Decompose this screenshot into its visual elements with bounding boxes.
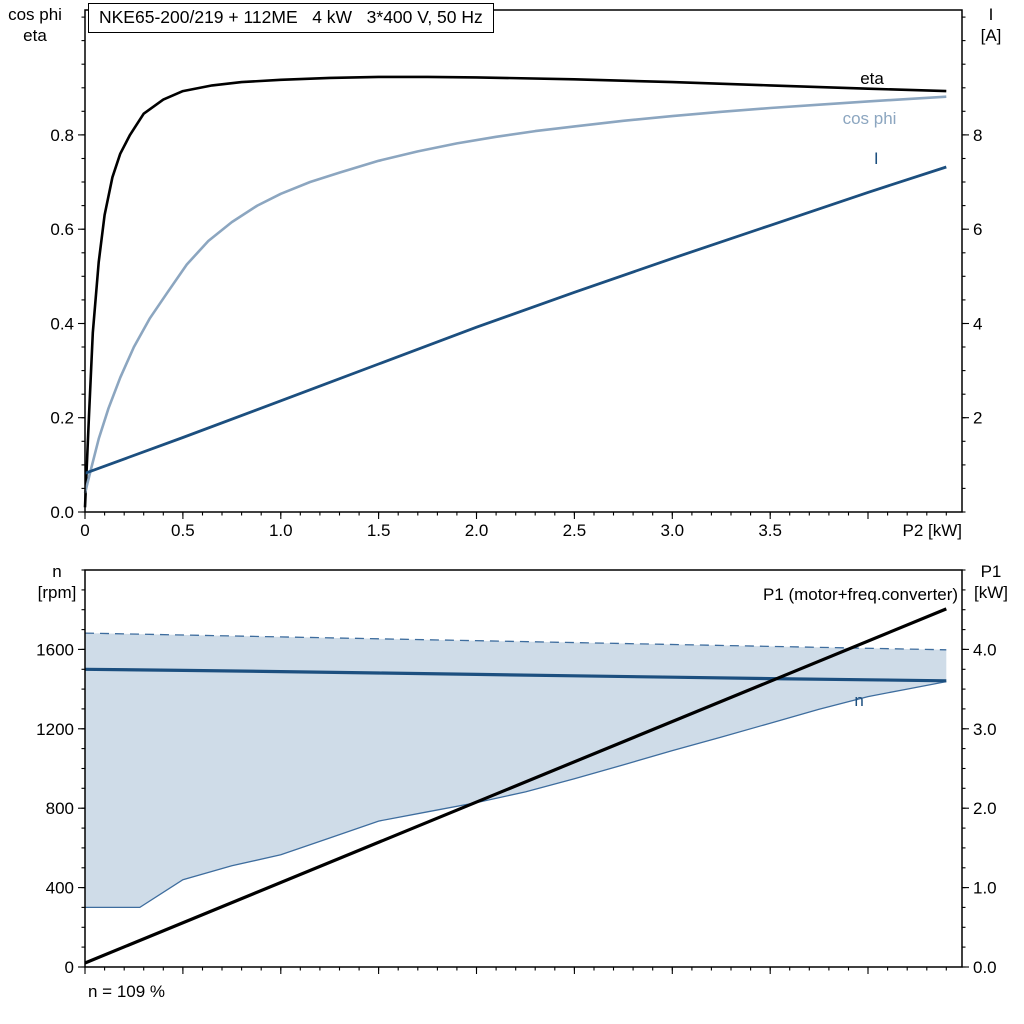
band-upper-boundary bbox=[84, 632, 947, 651]
x-axis-title: P2 [kW] bbox=[902, 521, 962, 540]
x-tick-label: 1.5 bbox=[367, 521, 391, 540]
series bbox=[83, 75, 947, 508]
x-axis: 0 0.5 1.0 1.5 2.0 2.5 3.0 3.5 P2 [kW] bbox=[80, 512, 962, 540]
y-right-tick-label: 4 bbox=[973, 314, 982, 333]
series bbox=[84, 607, 947, 965]
y-right-tick-label: 0.0 bbox=[973, 958, 997, 977]
curve-cos-phi bbox=[83, 95, 947, 494]
y-axis-left: 0.0 0.2 0.4 0.6 0.8 bbox=[50, 16, 85, 522]
frame bbox=[84, 9, 963, 513]
y-right-tick-label: 6 bbox=[973, 220, 982, 239]
left-axis-title-cos-phi: cos phi bbox=[8, 5, 62, 24]
plot-frame bbox=[84, 9, 963, 513]
label-p1: P1 (motor+freq.converter) bbox=[763, 585, 958, 604]
y-right-tick-label: 3.0 bbox=[973, 720, 997, 739]
label-cos-phi: cos phi bbox=[843, 109, 897, 128]
x-axis bbox=[84, 967, 947, 974]
y-left-tick-label: 1200 bbox=[36, 720, 74, 739]
series-labels: n P1 (motor+freq.converter) bbox=[763, 585, 958, 710]
series-labels: eta cos phi I bbox=[843, 69, 897, 168]
lower-chart-canvas: 0 400 800 1200 1600 0.0 1.0 2.0 3.0 4.0 n P1 (motor… bbox=[36, 569, 997, 977]
y-right-tick-label: 1.0 bbox=[973, 879, 997, 898]
y-left-tick-label: 1600 bbox=[36, 640, 74, 659]
y-right-tick-label: 4.0 bbox=[973, 640, 997, 659]
x-tick-label: 3.0 bbox=[660, 521, 684, 540]
right-axis-title-current: I bbox=[988, 5, 994, 24]
y-right-tick-label: 2 bbox=[973, 409, 982, 428]
left-axis-title-rpm-unit: [rpm] bbox=[37, 583, 77, 602]
y-left-tick-label: 0.6 bbox=[50, 220, 74, 239]
curve-eta bbox=[83, 75, 947, 508]
left-axis-title-speed: n bbox=[52, 562, 62, 581]
band-lower-boundary bbox=[85, 680, 947, 909]
right-axis-title-kw-unit: [kW] bbox=[974, 583, 1008, 602]
speed-setting-annotation: n = 109 % bbox=[88, 982, 166, 1001]
right-axis-title-ampere-unit: [A] bbox=[980, 26, 1002, 45]
right-axis-title-p1: P1 bbox=[980, 562, 1002, 581]
y-left-tick-label: 0.8 bbox=[50, 126, 74, 145]
y-left-tick-label: 800 bbox=[46, 799, 74, 818]
x-tick-label: 2.5 bbox=[563, 521, 587, 540]
operating-band bbox=[84, 632, 947, 909]
band-fill bbox=[85, 633, 947, 908]
y-axis-right: 0.0 1.0 2.0 3.0 4.0 bbox=[962, 569, 997, 977]
lower-chart-right-axis-title: P1 [kW] bbox=[960, 561, 1022, 603]
upper-chart-right-axis-title: I [A] bbox=[962, 4, 1020, 46]
y-left-tick-label: 0 bbox=[65, 958, 74, 977]
upper-chart-left-axis-title: cos phi eta bbox=[2, 4, 68, 46]
label-current: I bbox=[874, 149, 879, 168]
label-speed: n bbox=[854, 691, 863, 710]
x-tick-label: 0 bbox=[80, 521, 89, 540]
y-axis-right: 2 4 6 8 bbox=[962, 16, 982, 513]
y-right-tick-label: 2.0 bbox=[973, 799, 997, 818]
chart-title: NKE65-200/219 + 112ME 4 kW 3*400 V, 50 H… bbox=[88, 3, 494, 33]
curve-speed bbox=[84, 667, 947, 683]
upper-chart-canvas: 0 0.5 1.0 1.5 2.0 2.5 3.0 3.5 P2 [kW]0.00.20.40.… bbox=[50, 9, 982, 540]
y-left-tick-label: 0.2 bbox=[50, 409, 74, 428]
x-tick-label: 3.5 bbox=[758, 521, 782, 540]
y-axis-left: 0 400 800 1200 1600 bbox=[36, 569, 85, 977]
x-tick-label: 2.0 bbox=[465, 521, 489, 540]
y-left-tick-label: 0.4 bbox=[50, 314, 74, 333]
label-eta: eta bbox=[860, 69, 884, 88]
y-left-tick-label: 400 bbox=[46, 879, 74, 898]
y-right-tick-label: 8 bbox=[973, 126, 982, 145]
left-axis-title-eta: eta bbox=[23, 26, 47, 45]
lower-chart-left-axis-title: n [rpm] bbox=[24, 561, 90, 603]
x-tick-label: 0.5 bbox=[171, 521, 195, 540]
y-left-tick-label: 0.0 bbox=[50, 503, 74, 522]
curve-current bbox=[84, 165, 947, 475]
x-tick-label: 1.0 bbox=[269, 521, 293, 540]
curve-p1 bbox=[84, 607, 947, 965]
